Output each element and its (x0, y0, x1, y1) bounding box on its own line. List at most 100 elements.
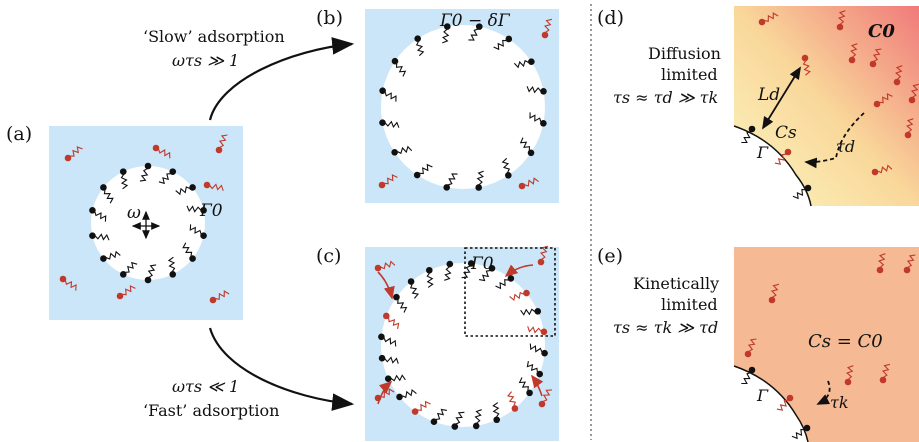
surfactant-red (774, 148, 792, 165)
surfactant-red (848, 43, 858, 64)
surfactant-black (461, 260, 475, 279)
panel-e-bulk-surfactants (744, 253, 916, 386)
panel-d-title-1: Diffusion (648, 44, 721, 63)
surfactant-red (876, 253, 886, 274)
surfactant-red (64, 146, 83, 162)
panel-d-bulk-surfactants (758, 10, 919, 176)
panel-a: ω Γ0 (a) (6, 123, 243, 320)
panel-e-bulk (734, 247, 919, 442)
panel-d-tag: (d) (597, 7, 624, 29)
surfactant-red (893, 65, 903, 86)
surfactant-red (374, 260, 396, 272)
surfactant-black (425, 266, 434, 288)
surfactant-black (513, 58, 535, 69)
panel-c-adsorption-arrows (377, 264, 544, 405)
panel-a-surfactants (89, 162, 207, 284)
surfactant-black (518, 377, 533, 397)
panel-d-Cs: Cs (775, 123, 797, 143)
diffusion-length-arrow (762, 66, 801, 130)
surfactant-red (908, 83, 919, 104)
surfactant-black (186, 205, 207, 214)
surfactant-black (519, 137, 535, 157)
surfactant-red (871, 164, 893, 176)
surfactant-black (119, 168, 129, 190)
surfactant-black (396, 388, 417, 401)
surfactant-red (537, 245, 549, 266)
surfactant-black (384, 374, 406, 383)
surfactant-black (158, 168, 177, 185)
panel-e-interface (733, 365, 809, 442)
surfactant-black (526, 86, 547, 95)
surfactant-black (407, 278, 420, 299)
panel-b-bubble (381, 25, 545, 189)
surfactant-red (776, 394, 794, 411)
panel-d-bulk (734, 6, 919, 206)
surfactant-black (792, 184, 812, 200)
surfactant-red (518, 177, 539, 190)
surfactant-black (791, 424, 811, 440)
surfactant-red (152, 144, 171, 159)
panel-c-bubble (381, 263, 545, 427)
surfactant-black (501, 157, 512, 179)
panel-b-surfactants (379, 23, 547, 191)
surfactant-black (442, 23, 451, 44)
panel-b-tag: (b) (316, 7, 343, 29)
surfactant-black (430, 408, 447, 425)
surfactant-red (768, 283, 780, 304)
panel-b: Γ0 − δΓ (b) (316, 7, 559, 203)
surfactant-black (89, 207, 107, 222)
slow-label: ‘Slow’ adsorption (143, 27, 285, 46)
surfactant-red (209, 290, 230, 304)
surfactant-red (801, 54, 811, 76)
surfactant-red (879, 363, 891, 384)
slow-adsorption-arrow: ‘Slow’ adsorption ωτs ≫ 1 (143, 27, 355, 121)
fast-adsorption-arrow: ωτs ≪ 1 ‘Fast’ adsorption (143, 327, 355, 420)
panel-d-relation: τs ≈ τd ≫ τk (613, 88, 718, 107)
panel-c-zoom-box (464, 247, 556, 337)
surfactant-black (189, 224, 207, 239)
surfactant-black (391, 145, 413, 156)
fast-label: ‘Fast’ adsorption (143, 401, 279, 420)
panel-d-taud: τd (836, 137, 855, 156)
surfactant-black (167, 256, 177, 278)
surfactant-black (444, 260, 454, 281)
surfactant-black (479, 265, 496, 282)
surfactant-black (378, 333, 397, 347)
panel-d-interface-surfactants (741, 125, 812, 200)
surfactant-black (89, 232, 110, 241)
panel-e-interface-surfactants (741, 366, 811, 440)
panel-c: Γ0 (c) (316, 245, 559, 441)
panel-e-title-2: limited (661, 295, 718, 314)
surfactant-black (391, 57, 407, 77)
surfactant-black (378, 354, 399, 364)
surfactant-red (383, 312, 400, 329)
panel-b-bulk-surfactants (378, 18, 553, 190)
panel-e-relation: τs ≈ τk ≫ τd (613, 318, 718, 337)
panel-e-gamma: Γ (756, 386, 769, 405)
surfactant-red (541, 18, 553, 39)
surfactant-black (175, 184, 196, 196)
surfactant-black (492, 402, 501, 424)
panel-e-eq: Cs = C0 (808, 331, 883, 352)
surfactant-red (203, 181, 224, 191)
surfactant-black (529, 112, 547, 127)
surfactant-black (451, 411, 465, 430)
surfactant-red (116, 285, 136, 300)
fast-condition: ωτs ≪ 1 (172, 377, 239, 396)
panel-d-gamma: Γ (756, 143, 769, 162)
slow-condition: ωτs ≫ 1 (172, 51, 239, 70)
surfactant-black (182, 242, 196, 262)
surfactant-black (379, 87, 397, 102)
panel-e-tauk: τk (830, 393, 849, 412)
surfactant-black (741, 366, 756, 385)
surfactant-black (529, 343, 548, 357)
surfactant-red (904, 118, 914, 139)
surfactant-red (215, 134, 228, 154)
surfactant-black (520, 307, 542, 316)
panel-c-gamma: Γ0 (470, 254, 494, 274)
surfactant-black (379, 119, 400, 128)
surfactant-red (411, 400, 431, 415)
surfactant-red (758, 12, 779, 26)
panel-d: Ld Cs C0 τd Γ (d) Diffusion limited τs ≈… (597, 6, 919, 207)
surfactant-black (475, 170, 484, 191)
